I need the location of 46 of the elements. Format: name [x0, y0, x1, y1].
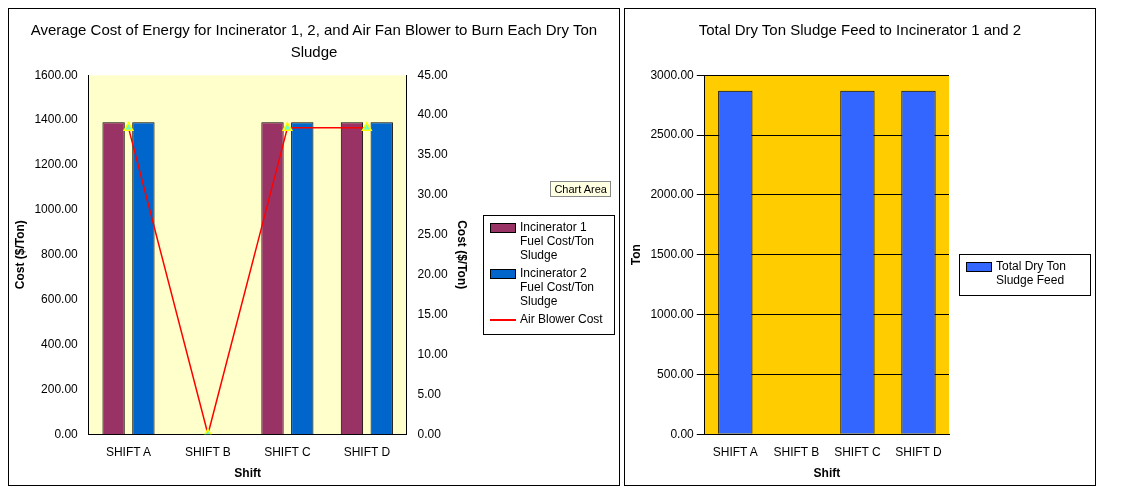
y2-tick-label: 10.00	[417, 346, 448, 361]
y-tick-label: 1000.00	[650, 306, 695, 321]
y-axis-title: Cost ($/Ton)	[12, 220, 27, 290]
x-tick-label: SHIFT D	[343, 444, 391, 459]
y-tick-label: 800.00	[41, 247, 79, 262]
y-tick-label: 0.00	[670, 426, 695, 441]
x-tick-label: SHIFT D	[895, 444, 943, 459]
x-axis-title: Shift	[813, 466, 841, 481]
x-tick-label: SHIFT A	[105, 444, 152, 459]
y-tick-label: 1400.00	[34, 112, 79, 127]
legend-label: Total Dry Ton Sludge Feed	[996, 259, 1067, 287]
legend-label: Incinerator 2 Fuel Cost/Ton Sludge	[520, 266, 596, 308]
x-axis-title: Shift	[234, 466, 262, 481]
x-tick-label: SHIFT B	[185, 444, 231, 459]
y-tick-label: 1500.00	[650, 247, 695, 262]
y-tick-label: 1000.00	[34, 202, 79, 217]
x-tick-label: SHIFT A	[712, 444, 758, 459]
x-tick-label: SHIFT C	[834, 444, 881, 459]
y2-tick-label: 15.00	[417, 306, 448, 321]
y2-tick-label: 25.00	[417, 227, 448, 242]
y2-tick-label: 5.00	[417, 386, 442, 401]
y-tick-label: 200.00	[41, 381, 79, 396]
y2-tick-label: 35.00	[417, 147, 448, 162]
y2-tick-label: 30.00	[417, 187, 448, 202]
y-tick-label: 2500.00	[650, 127, 695, 142]
y-tick-label: 500.00	[657, 366, 695, 381]
y2-tick-label: 45.00	[417, 67, 448, 82]
y-tick-label: 400.00	[41, 336, 79, 351]
legend-label: Incinerator 1 Fuel Cost/Ton Sludge	[520, 220, 596, 262]
y-tick-label: 0.00	[54, 426, 79, 441]
y2-axis-title: Cost ($/Ton)	[455, 220, 470, 290]
y-tick-label: 3000.00	[650, 67, 695, 82]
y-axis-title: Ton	[628, 244, 643, 266]
chart-title: Total Dry Ton Sludge Feed to Incinerator 1 and 2	[697, 20, 1023, 40]
legend-label: Air Blower Cost	[520, 312, 603, 326]
y2-tick-label: 40.00	[417, 107, 448, 122]
x-tick-label: SHIFT B	[773, 444, 820, 459]
y2-tick-label: 0.00	[417, 426, 442, 441]
y-tick-label: 1600.00	[34, 67, 79, 82]
x-tick-label: SHIFT C	[264, 444, 311, 459]
y-tick-label: 1200.00	[34, 157, 79, 172]
chart-title: Average Cost of Energy for Incinerator 1, 2, and Air Fan Blower to Burn Each Dry Ton Sludge	[29, 20, 599, 60]
y-tick-label: 2000.00	[650, 187, 695, 202]
y2-tick-label: 20.00	[417, 266, 448, 281]
text: Chart Area	[550, 181, 611, 197]
y-tick-label: 600.00	[41, 291, 79, 306]
